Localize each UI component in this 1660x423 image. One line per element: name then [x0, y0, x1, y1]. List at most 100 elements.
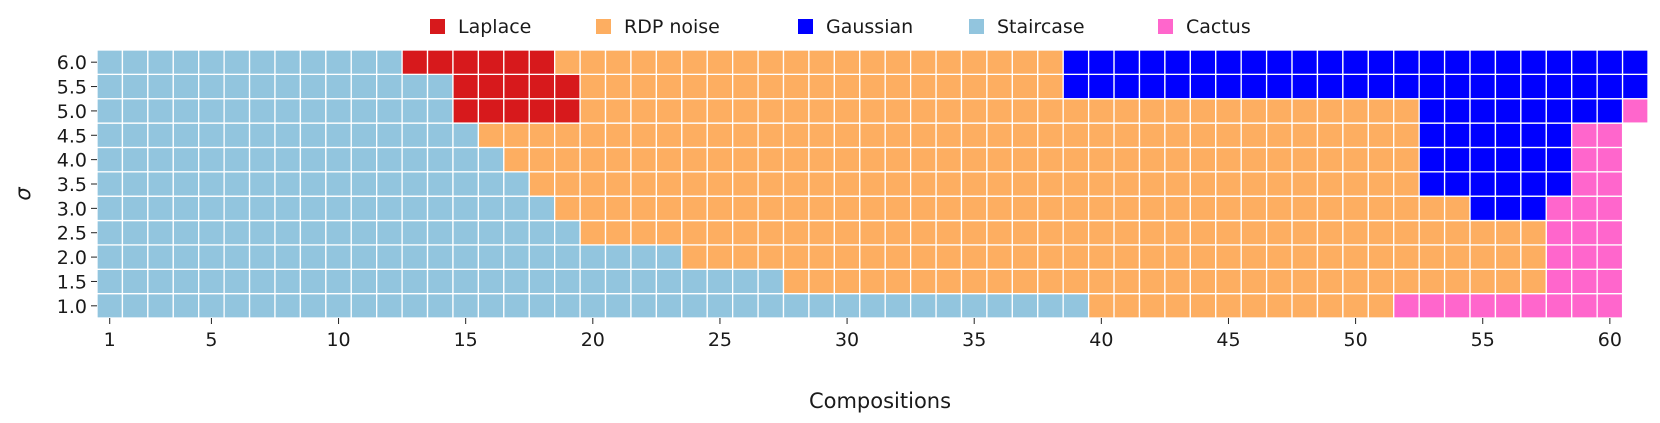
- heatmap-cell: [909, 195, 937, 222]
- heatmap-cell: [1189, 244, 1217, 270]
- heatmap-cell: [732, 122, 759, 149]
- heatmap-cell: [1164, 268, 1191, 295]
- heatmap-cell: [1265, 219, 1293, 246]
- heatmap-cell: [1393, 122, 1420, 149]
- heatmap-cell: [477, 195, 505, 222]
- heatmap-cell: [859, 49, 886, 76]
- heatmap-cell: [757, 146, 785, 173]
- heatmap-cell: [706, 268, 734, 295]
- heatmap-cell: [960, 146, 988, 173]
- heatmap-cell: [147, 98, 174, 124]
- heatmap-cell: [1342, 268, 1369, 295]
- heatmap-cell: [757, 73, 785, 100]
- heatmap-cell: [1367, 244, 1395, 270]
- heatmap-cell: [579, 146, 607, 173]
- heatmap-cell: [757, 244, 785, 270]
- y-tick-label: 4.0: [57, 150, 87, 172]
- heatmap-cell: [909, 268, 937, 295]
- heatmap-cell: [350, 73, 378, 100]
- heatmap-cell: [1393, 292, 1420, 319]
- heatmap-cell: [223, 195, 251, 222]
- heatmap-cell: [554, 268, 581, 295]
- heatmap-cell: [452, 292, 480, 319]
- heatmap-cell: [935, 195, 963, 222]
- heatmap-cell: [350, 244, 378, 270]
- heatmap-cell: [426, 49, 454, 76]
- heatmap-cell: [1316, 292, 1344, 319]
- heatmap-cell: [1596, 122, 1624, 149]
- heatmap-cell: [1520, 146, 1547, 173]
- heatmap-cell: [223, 244, 251, 270]
- heatmap-cell: [681, 49, 708, 76]
- heatmap-cell: [147, 146, 174, 173]
- heatmap-cell: [299, 146, 327, 173]
- heatmap-cell: [376, 195, 403, 222]
- heatmap-cell: [1367, 98, 1395, 124]
- heatmap-cell: [1469, 195, 1497, 222]
- heatmap-cell: [401, 268, 429, 295]
- heatmap-cell: [477, 146, 505, 173]
- heatmap-cell: [1164, 219, 1191, 246]
- heatmap-cell: [1189, 171, 1217, 197]
- heatmap-cell: [1291, 195, 1319, 222]
- heatmap-cell: [1215, 171, 1242, 197]
- heatmap-cell: [1240, 98, 1268, 124]
- heatmap-cell: [706, 292, 734, 319]
- heatmap-cell: [833, 292, 861, 319]
- heatmap-cell: [1469, 146, 1497, 173]
- heatmap-cell: [1469, 49, 1497, 76]
- heatmap-cell: [1367, 122, 1395, 149]
- heatmap-cell: [121, 98, 149, 124]
- x-tick-label: 55: [1471, 329, 1495, 351]
- legend-label: Gaussian: [826, 16, 913, 38]
- heatmap-cell: [223, 292, 251, 319]
- heatmap-cell: [1087, 73, 1115, 100]
- heatmap-cell: [172, 292, 200, 319]
- y-tick-label: 4.5: [57, 125, 87, 147]
- heatmap-cell: [1113, 244, 1141, 270]
- heatmap-cell: [1164, 49, 1191, 76]
- heatmap-cell: [1164, 195, 1191, 222]
- heatmap-cell: [401, 244, 429, 270]
- heatmap-cell: [1443, 171, 1471, 197]
- heatmap-cell: [935, 73, 963, 100]
- heatmap-cell: [732, 219, 759, 246]
- heatmap-cell: [172, 122, 200, 149]
- heatmap-cell: [528, 292, 556, 319]
- heatmap-cell: [757, 292, 785, 319]
- heatmap-cell: [198, 171, 225, 197]
- heatmap-cell: [198, 146, 225, 173]
- heatmap-cell: [96, 244, 124, 270]
- heatmap-cell: [1138, 219, 1166, 246]
- heatmap-cell: [1215, 49, 1242, 76]
- heatmap-cell: [1342, 73, 1369, 100]
- heatmap-cell: [376, 49, 403, 76]
- heatmap-cell: [1469, 244, 1497, 270]
- heatmap-cell: [833, 268, 861, 295]
- heatmap-cell: [1011, 195, 1039, 222]
- heatmap-cell: [579, 171, 607, 197]
- heatmap-cell: [401, 292, 429, 319]
- heatmap-cell: [198, 195, 225, 222]
- heatmap-cell: [1240, 292, 1268, 319]
- heatmap-cell: [1062, 219, 1090, 246]
- heatmap-cell: [1011, 146, 1039, 173]
- heatmap-cell: [325, 146, 352, 173]
- heatmap-cell: [121, 268, 149, 295]
- heatmap-cell: [833, 244, 861, 270]
- heatmap-cell: [808, 146, 836, 173]
- heatmap-cell: [1037, 171, 1064, 197]
- heatmap-cell: [299, 171, 327, 197]
- heatmap-cell: [1138, 122, 1166, 149]
- heatmap-cell: [1164, 146, 1191, 173]
- heatmap-cell: [884, 98, 912, 124]
- y-tick-label: 5.0: [57, 101, 87, 123]
- x-tick-label: 60: [1598, 329, 1622, 351]
- heatmap-cell: [630, 49, 658, 76]
- heatmap-cell: [350, 98, 378, 124]
- heatmap-cell: [1037, 268, 1064, 295]
- heatmap-cell: [655, 219, 683, 246]
- heatmap-cell: [376, 73, 403, 100]
- heatmap-cell: [350, 195, 378, 222]
- heatmap-cell: [426, 73, 454, 100]
